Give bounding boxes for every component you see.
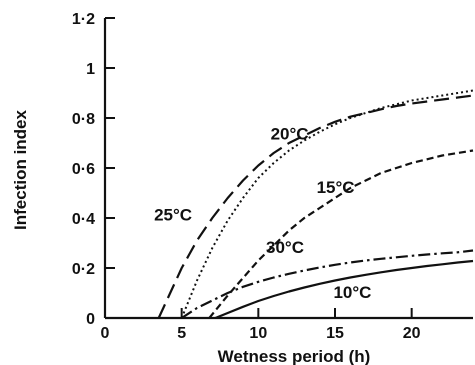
series-line-15c xyxy=(208,149,474,319)
x-tick-label: 20 xyxy=(403,325,421,342)
series-label-30c: 30°C xyxy=(266,238,304,257)
y-tick-label: 0·2 xyxy=(72,261,95,278)
series-line-25c xyxy=(157,94,474,319)
y-tick-label: 1·2 xyxy=(72,11,95,28)
y-tick-label: 0·8 xyxy=(72,111,95,128)
series-label-15c: 15°C xyxy=(317,178,355,197)
y-tick-label: 0·6 xyxy=(72,161,95,178)
series-line-20c xyxy=(180,89,474,319)
series-label-10c: 10°C xyxy=(333,283,371,302)
x-tick-label: 15 xyxy=(326,325,344,342)
axes: 0 0·2 0·4 0·6 0·8 1 1·2 0 5 10 15 20 xyxy=(72,11,473,342)
y-tick-label: 0·4 xyxy=(72,211,95,228)
y-axis-title: Infection index xyxy=(11,109,30,230)
x-tick-label: 10 xyxy=(249,325,267,342)
y-tick-label: 1 xyxy=(86,61,95,78)
x-tick-label: 0 xyxy=(101,325,110,342)
x-tick-label: 5 xyxy=(177,325,186,342)
series-line-10c xyxy=(214,259,474,320)
series-line-30c xyxy=(181,249,474,319)
x-axis-title: Wetness period (h) xyxy=(218,347,371,365)
series-labels: 25°C 20°C 15°C 30°C 10°C xyxy=(154,124,371,302)
series-label-20c: 20°C xyxy=(271,124,309,143)
series-layer xyxy=(157,89,474,320)
y-tick-label: 0 xyxy=(86,311,95,328)
series-label-25c: 25°C xyxy=(154,206,192,225)
